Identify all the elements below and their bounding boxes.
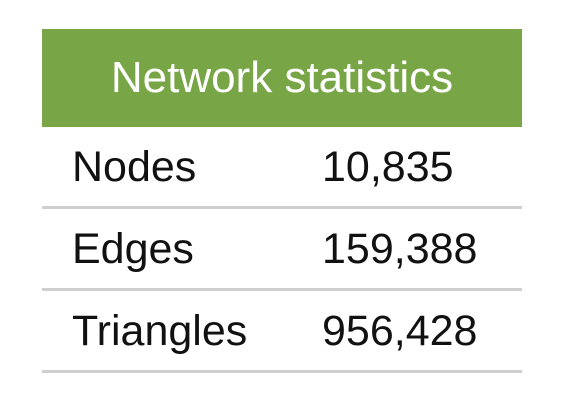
row-value: 159,388 bbox=[322, 225, 478, 273]
table-row-triangles: Triangles 956,428 bbox=[42, 291, 522, 373]
row-label: Edges bbox=[72, 225, 194, 273]
table-row-nodes: Nodes 10,835 bbox=[42, 127, 522, 209]
row-label: Triangles bbox=[72, 307, 248, 355]
table-row-edges: Edges 159,388 bbox=[42, 209, 522, 291]
table-title: Network statistics bbox=[42, 29, 522, 127]
row-value: 956,428 bbox=[322, 307, 478, 355]
row-value: 10,835 bbox=[322, 143, 454, 191]
row-label: Nodes bbox=[72, 143, 197, 191]
network-statistics-table: Network statistics Nodes 10,835 Edges 15… bbox=[42, 29, 522, 373]
